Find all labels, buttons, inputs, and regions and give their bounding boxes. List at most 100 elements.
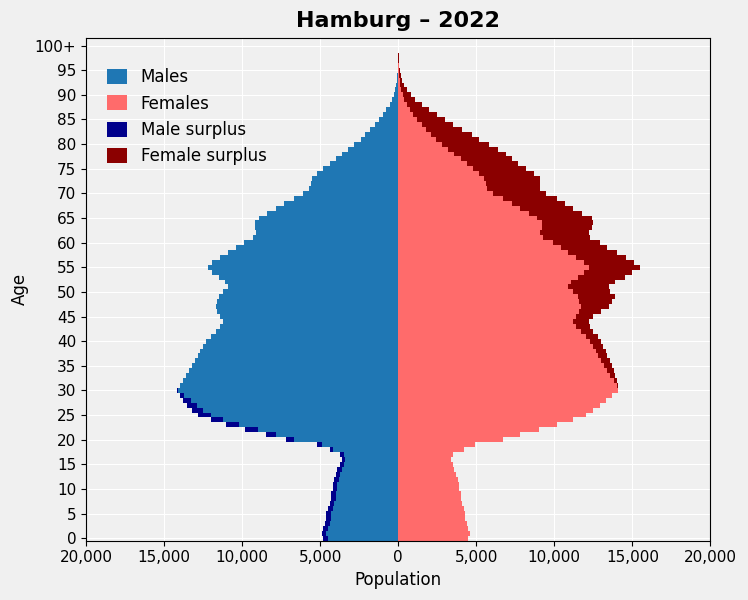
Bar (331, 496, 398, 501)
Bar (294, 196, 398, 201)
Bar (405, 97, 415, 102)
Bar (398, 506, 464, 511)
Bar (398, 92, 411, 97)
Bar (398, 388, 619, 393)
Bar (581, 329, 593, 334)
Bar (228, 250, 398, 255)
Bar (256, 230, 398, 235)
Bar (398, 152, 506, 157)
Bar (417, 117, 445, 122)
Bar (426, 127, 462, 132)
Bar (220, 255, 398, 260)
Bar (398, 338, 601, 344)
Bar (398, 373, 615, 378)
Bar (322, 531, 398, 536)
Bar (342, 457, 398, 462)
Bar (355, 142, 398, 146)
Bar (215, 329, 398, 334)
Bar (212, 270, 398, 275)
Bar (398, 270, 632, 275)
Bar (236, 245, 398, 250)
Bar (398, 83, 404, 88)
Bar (398, 201, 565, 206)
Bar (245, 427, 258, 432)
Bar (398, 462, 453, 467)
Bar (568, 250, 617, 255)
Bar (598, 353, 607, 358)
Bar (192, 363, 398, 368)
Bar (331, 491, 398, 496)
Bar (333, 482, 337, 487)
Bar (576, 324, 590, 329)
Bar (254, 226, 398, 230)
Bar (398, 487, 459, 491)
Bar (331, 491, 336, 496)
Bar (494, 191, 547, 196)
Bar (340, 452, 398, 457)
Bar (310, 181, 398, 186)
Bar (398, 161, 518, 166)
Bar (398, 314, 593, 319)
Bar (180, 393, 398, 398)
Bar (398, 206, 573, 211)
Bar (398, 226, 592, 230)
Bar (398, 334, 598, 338)
Title: Hamburg – 2022: Hamburg – 2022 (296, 11, 500, 31)
Bar (398, 166, 526, 171)
Bar (340, 452, 343, 457)
Bar (322, 531, 326, 536)
Bar (379, 117, 398, 122)
Bar (398, 196, 557, 201)
X-axis label: Population: Population (355, 571, 442, 589)
Bar (397, 73, 398, 77)
Bar (254, 220, 398, 226)
Bar (188, 403, 398, 407)
Bar (435, 137, 479, 142)
Bar (540, 230, 589, 235)
Bar (461, 157, 512, 161)
Bar (317, 442, 398, 447)
Bar (448, 146, 498, 152)
Bar (390, 102, 398, 107)
Bar (479, 171, 534, 176)
Bar (183, 398, 191, 403)
Bar (342, 152, 398, 157)
Bar (398, 358, 610, 363)
Bar (195, 358, 398, 363)
Bar (398, 457, 451, 462)
Bar (186, 373, 398, 378)
Bar (398, 157, 512, 161)
Bar (177, 388, 398, 393)
Bar (328, 506, 398, 511)
Bar (398, 309, 601, 314)
Bar (177, 388, 178, 393)
Bar (573, 319, 589, 324)
Bar (399, 77, 402, 83)
Bar (485, 181, 540, 186)
Bar (253, 235, 398, 240)
Bar (303, 191, 398, 196)
Bar (584, 270, 632, 275)
Bar (398, 127, 462, 132)
Bar (217, 309, 398, 314)
Bar (398, 186, 540, 191)
Bar (576, 255, 626, 260)
Bar (398, 58, 399, 63)
Bar (323, 526, 398, 531)
Bar (211, 334, 398, 338)
Bar (398, 407, 593, 413)
Legend: Males, Females, Male surplus, Female surplus: Males, Females, Male surplus, Female sur… (100, 62, 273, 172)
Bar (398, 142, 488, 146)
Bar (398, 393, 612, 398)
Bar (330, 447, 398, 452)
Bar (211, 418, 224, 422)
Bar (398, 476, 458, 482)
Y-axis label: Age: Age (11, 274, 29, 305)
Bar (542, 226, 592, 230)
Bar (218, 295, 398, 299)
Bar (399, 68, 400, 73)
Bar (577, 295, 615, 299)
Bar (398, 531, 470, 536)
Bar (398, 496, 461, 501)
Bar (610, 373, 615, 378)
